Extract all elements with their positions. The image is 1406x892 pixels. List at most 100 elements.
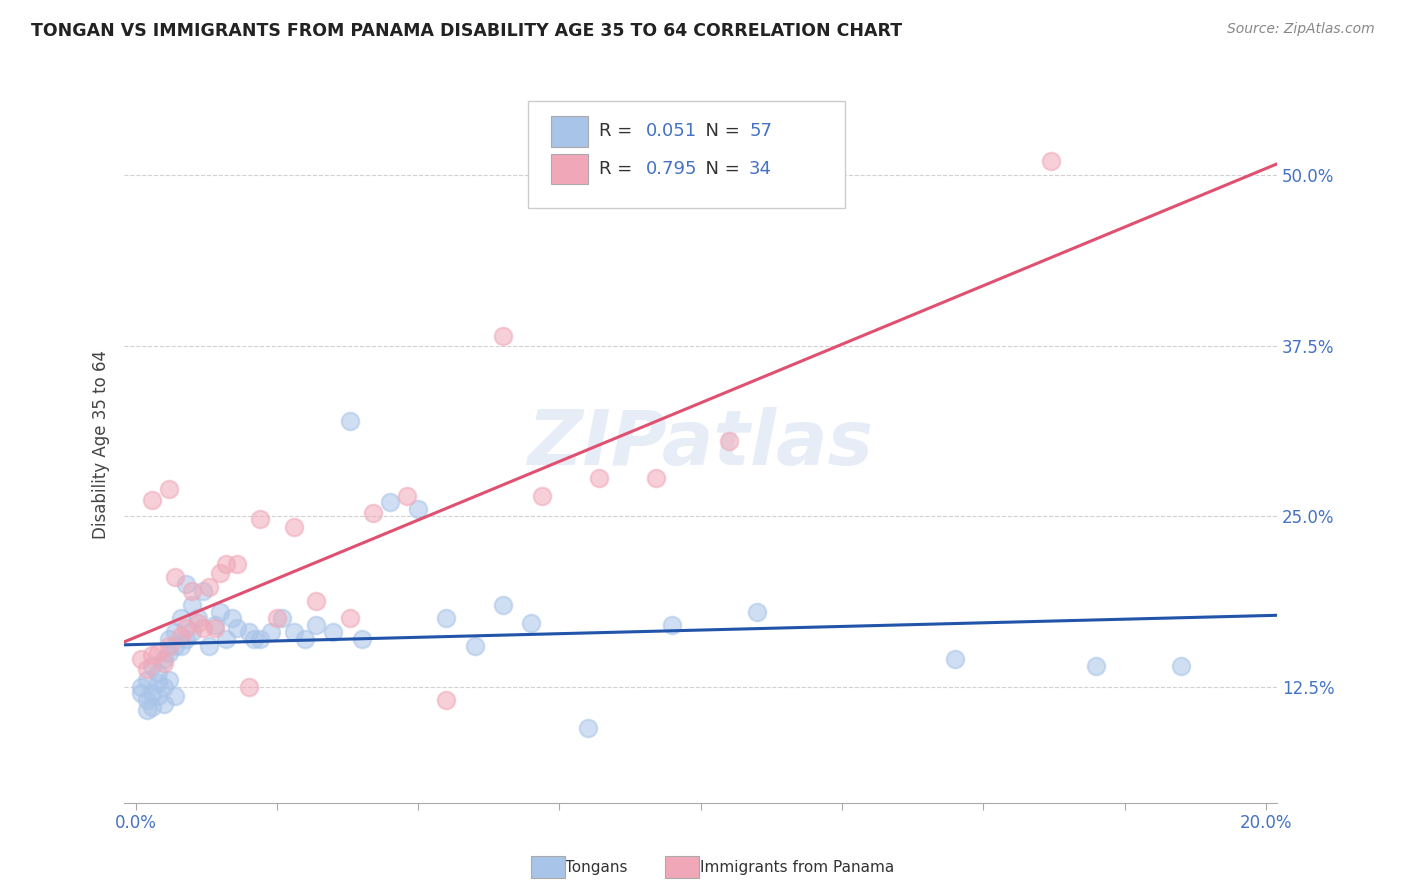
Point: [165, 625, 187, 640]
Point: [193, 584, 215, 599]
Point: [238, 625, 260, 640]
Point: [249, 512, 271, 526]
Point: [215, 632, 238, 646]
Point: [378, 495, 401, 509]
Point: [152, 698, 174, 712]
Point: [152, 657, 174, 671]
Point: [717, 434, 740, 448]
Text: 0.795: 0.795: [645, 160, 697, 178]
Point: [531, 489, 554, 503]
Point: [209, 566, 232, 581]
Point: [266, 611, 288, 625]
Point: [283, 625, 305, 640]
Text: Immigrants from Panama: Immigrants from Panama: [700, 860, 894, 874]
Point: [243, 632, 266, 646]
Point: [209, 605, 232, 619]
Point: [129, 680, 152, 694]
Point: [1170, 659, 1192, 673]
Text: ZIPatlas: ZIPatlas: [527, 408, 873, 482]
Point: [135, 693, 157, 707]
FancyBboxPatch shape: [551, 153, 588, 184]
Point: [520, 615, 543, 630]
Point: [238, 680, 260, 694]
Point: [135, 703, 157, 717]
Text: 0.051: 0.051: [645, 122, 696, 140]
Point: [361, 507, 384, 521]
Point: [146, 646, 169, 660]
Point: [576, 721, 599, 735]
Point: [159, 646, 181, 660]
Point: [204, 618, 226, 632]
Point: [661, 618, 683, 632]
Point: [141, 686, 163, 700]
Point: [159, 632, 181, 646]
Point: [141, 700, 163, 714]
Point: [165, 570, 187, 584]
Point: [135, 673, 157, 687]
Point: [176, 577, 198, 591]
Point: [187, 611, 209, 625]
Text: R =: R =: [599, 160, 638, 178]
Point: [305, 593, 328, 607]
Point: [339, 611, 361, 625]
Point: [434, 693, 457, 707]
Point: [434, 611, 457, 625]
Point: [294, 632, 316, 646]
Y-axis label: Disability Age 35 to 64: Disability Age 35 to 64: [93, 350, 110, 539]
Point: [181, 598, 204, 612]
Point: [1040, 154, 1063, 169]
Point: [226, 557, 249, 571]
Point: [129, 652, 152, 666]
Point: [464, 639, 486, 653]
Point: [181, 625, 204, 640]
Point: [152, 680, 174, 694]
Point: [644, 471, 666, 485]
Point: [146, 675, 169, 690]
Point: [492, 598, 515, 612]
FancyBboxPatch shape: [527, 101, 845, 208]
Point: [170, 629, 193, 643]
Point: [1085, 659, 1108, 673]
Point: [350, 632, 373, 646]
Text: N =: N =: [693, 160, 745, 178]
Point: [129, 686, 152, 700]
Point: [170, 639, 193, 653]
Point: [187, 615, 209, 630]
Point: [406, 502, 429, 516]
Point: [176, 621, 198, 635]
Point: [249, 632, 271, 646]
Point: [165, 639, 187, 653]
Text: TONGAN VS IMMIGRANTS FROM PANAMA DISABILITY AGE 35 TO 64 CORRELATION CHART: TONGAN VS IMMIGRANTS FROM PANAMA DISABIL…: [31, 22, 903, 40]
Point: [492, 329, 515, 343]
Point: [159, 639, 181, 653]
Point: [141, 659, 163, 673]
Point: [159, 482, 181, 496]
Text: R =: R =: [599, 122, 638, 140]
Point: [322, 625, 344, 640]
Point: [305, 618, 328, 632]
Point: [271, 611, 294, 625]
Point: [152, 652, 174, 666]
Point: [165, 689, 187, 703]
Text: 34: 34: [749, 160, 772, 178]
Point: [198, 639, 221, 653]
FancyBboxPatch shape: [551, 117, 588, 146]
Point: [204, 621, 226, 635]
Point: [283, 520, 305, 534]
Point: [181, 584, 204, 599]
Point: [339, 414, 361, 428]
Point: [170, 611, 193, 625]
Point: [141, 648, 163, 663]
Text: Source: ZipAtlas.com: Source: ZipAtlas.com: [1227, 22, 1375, 37]
Text: N =: N =: [693, 122, 745, 140]
Point: [135, 662, 157, 676]
Point: [588, 471, 610, 485]
Text: Tongans: Tongans: [565, 860, 627, 874]
Point: [221, 611, 243, 625]
Point: [747, 605, 769, 619]
Point: [146, 665, 169, 680]
Point: [260, 625, 283, 640]
Point: [215, 557, 238, 571]
Point: [193, 621, 215, 635]
Point: [141, 492, 163, 507]
